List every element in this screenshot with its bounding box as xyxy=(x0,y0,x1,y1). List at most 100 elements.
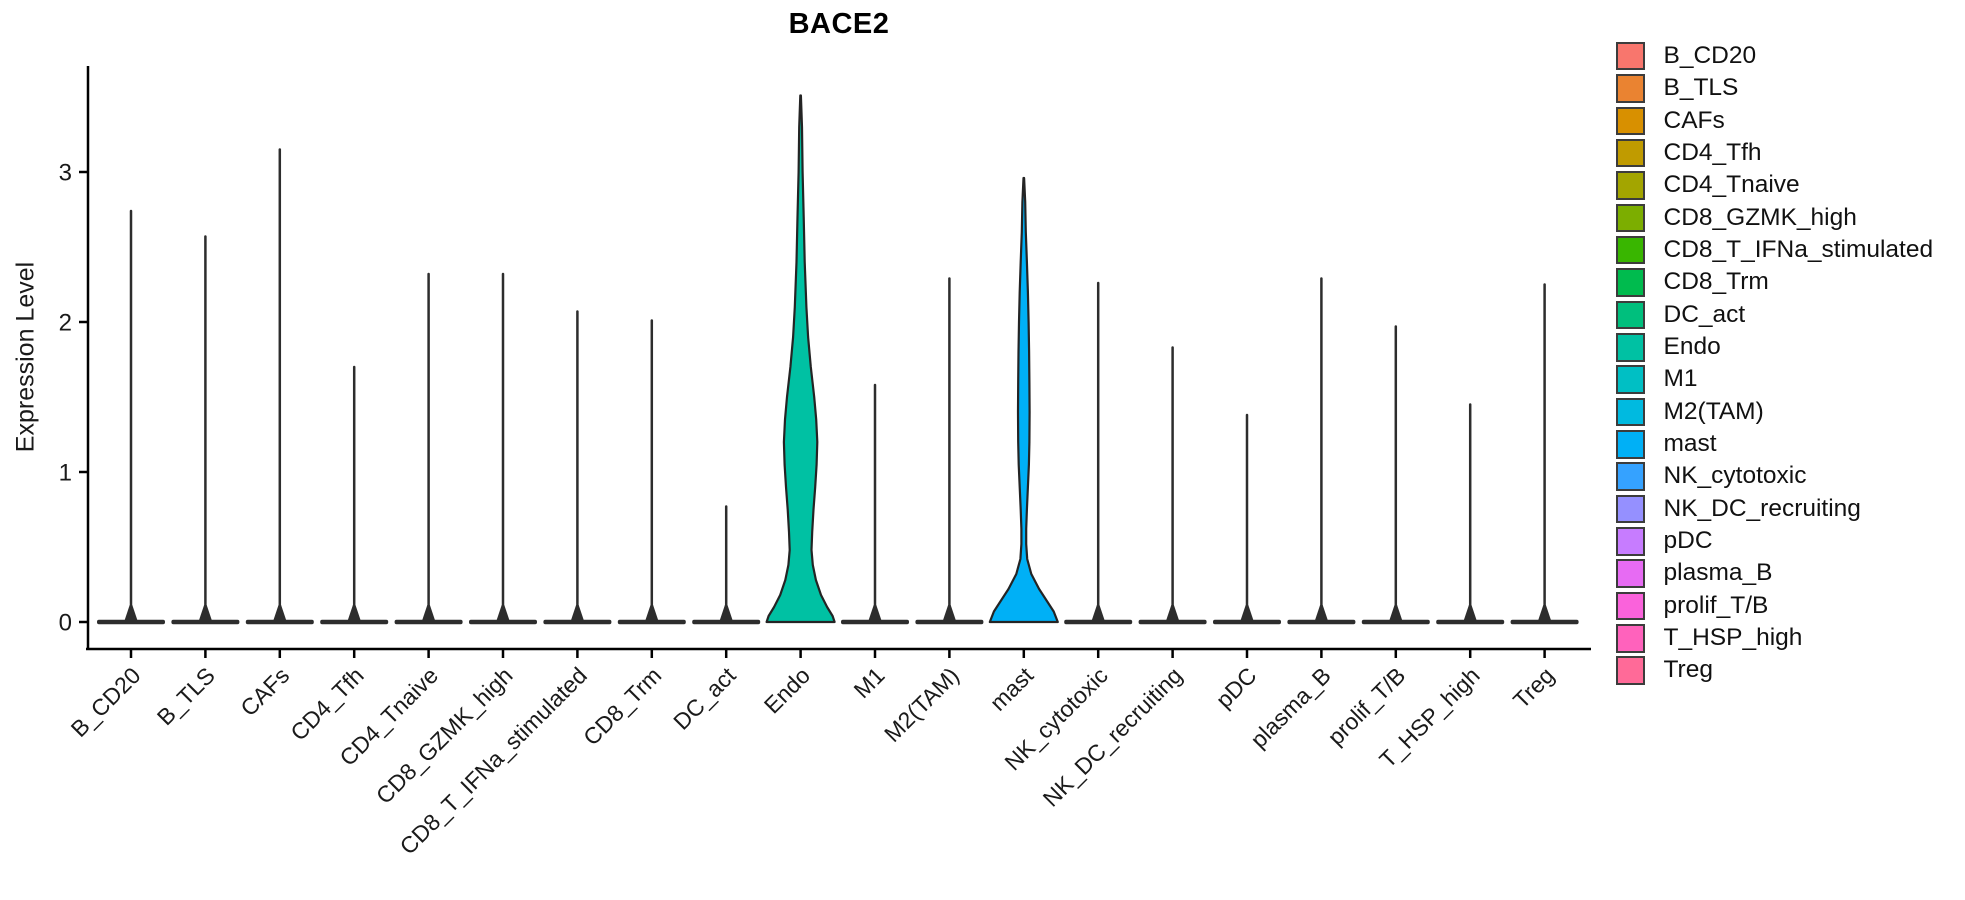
legend-label: mast xyxy=(1663,430,1717,458)
legend-item: CD8_GZMK_high xyxy=(1616,202,1933,234)
legend-swatch xyxy=(1616,203,1645,233)
legend-label: M1 xyxy=(1663,365,1698,393)
legend-label: CD4_Tfh xyxy=(1663,138,1762,166)
legend-swatch xyxy=(1616,494,1645,524)
legend-label: NK_DC_recruiting xyxy=(1663,494,1861,522)
violin-flare-T_HSP_high xyxy=(1463,605,1478,622)
legend-swatch xyxy=(1616,624,1645,653)
x-tick-label: Endo xyxy=(759,662,815,718)
legend-label: prolif_T/B xyxy=(1663,591,1769,619)
x-tick-label: B_CD20 xyxy=(66,662,146,742)
violin-flare-CD8_T_IFNa_stimulated xyxy=(570,605,585,622)
legend-item: DC_act xyxy=(1616,299,1933,331)
legend-swatch xyxy=(1616,333,1645,362)
legend-swatch xyxy=(1616,430,1645,459)
x-tick-label: CD8_Trm xyxy=(578,662,666,750)
violin-flare-B_TLS xyxy=(198,605,213,622)
violin-flare-pDC xyxy=(1240,605,1254,622)
legend-swatch xyxy=(1616,268,1645,297)
y-tick-label: 2 xyxy=(59,310,72,337)
legend-item: NK_cytotoxic xyxy=(1616,460,1933,492)
legend-item: NK_DC_recruiting xyxy=(1616,493,1933,525)
legend-label: CD8_T_IFNa_stimulated xyxy=(1663,235,1934,263)
violin-flare-M2(TAM) xyxy=(942,605,957,622)
legend-item: pDC xyxy=(1616,525,1933,557)
legend-swatch xyxy=(1616,171,1645,200)
violin-flare-CD8_Trm xyxy=(644,605,659,622)
legend-label: CAFs xyxy=(1663,106,1725,134)
legend-item: T_HSP_high xyxy=(1616,622,1933,654)
x-tick-label: Treg xyxy=(1508,662,1559,713)
x-tick-label: CAFs xyxy=(235,662,294,721)
legend-item: B_CD20 xyxy=(1616,40,1933,72)
violin-Endo xyxy=(765,94,836,624)
legend-label: T_HSP_high xyxy=(1663,624,1803,652)
legend-swatch xyxy=(1616,462,1645,491)
legend-swatch xyxy=(1616,591,1645,621)
x-tick-label: pDC xyxy=(1211,662,1262,713)
legend-item: CD4_Tnaive xyxy=(1616,169,1933,201)
y-tick-label: 1 xyxy=(59,460,72,487)
x-tick-label: M1 xyxy=(849,662,890,703)
legend-label: CD8_Trm xyxy=(1663,268,1769,296)
legend-label: CD4_Tnaive xyxy=(1663,171,1800,199)
violin-flare-prolif_T/B xyxy=(1388,605,1403,622)
legend-label: CD8_GZMK_high xyxy=(1663,203,1857,231)
legend-swatch xyxy=(1616,365,1645,394)
legend: B_CD20 B_TLS CAFs CD4_Tfh CD4_Tnaive CD8_GZMK… xyxy=(1616,40,1933,687)
legend-label: M2(TAM) xyxy=(1663,397,1764,425)
violin-flare-NK_DC_recruiting xyxy=(1165,605,1180,622)
legend-item: plasma_B xyxy=(1616,558,1933,590)
violin-mast xyxy=(988,176,1059,624)
legend-swatch xyxy=(1616,138,1645,168)
legend-item: CD8_Trm xyxy=(1616,266,1933,298)
legend-label: NK_cytotoxic xyxy=(1663,462,1807,490)
x-tick-label: M2(TAM) xyxy=(879,662,964,747)
legend-label: Endo xyxy=(1663,333,1721,361)
violin-flare-B_CD20 xyxy=(124,605,138,622)
violin-flare-DC_act xyxy=(719,605,734,622)
violin-flare-M1 xyxy=(868,605,882,622)
legend-swatch xyxy=(1616,235,1645,265)
legend-item: Endo xyxy=(1616,331,1933,363)
x-tick-label: B_TLS xyxy=(152,662,220,730)
legend-swatch xyxy=(1616,300,1645,330)
legend-label: pDC xyxy=(1663,527,1713,555)
legend-label: DC_act xyxy=(1663,300,1746,328)
violin-flare-CD8_GZMK_high xyxy=(496,605,510,622)
violin-flare-NK_cytotoxic xyxy=(1091,605,1106,622)
x-tick-label: plasma_B xyxy=(1245,662,1336,753)
legend-swatch xyxy=(1616,106,1645,136)
x-tick-label: DC_act xyxy=(668,662,741,735)
legend-swatch xyxy=(1616,559,1645,588)
legend-item: CAFs xyxy=(1616,105,1933,137)
violin-flare-CD4_Tnaive xyxy=(421,605,436,622)
legend-swatch xyxy=(1616,656,1645,685)
legend-item: B_TLS xyxy=(1616,72,1933,104)
x-tick-label: CD8_GZMK_high xyxy=(371,662,518,809)
legend-swatch xyxy=(1616,74,1645,103)
legend-swatch xyxy=(1616,527,1645,556)
violin-flare-CD4_Tfh xyxy=(347,605,362,622)
legend-label: Treg xyxy=(1663,656,1713,684)
legend-label: B_TLS xyxy=(1663,74,1739,102)
x-tick-label: mast xyxy=(985,662,1039,716)
legend-swatch xyxy=(1616,397,1645,427)
violin-flare-CAFs xyxy=(272,605,287,622)
legend-item: CD8_T_IFNa_stimulated xyxy=(1616,234,1933,266)
legend-label: B_CD20 xyxy=(1663,41,1757,69)
legend-item: Treg xyxy=(1616,655,1933,687)
legend-item: prolif_T/B xyxy=(1616,590,1933,622)
violin-flare-plasma_B xyxy=(1314,605,1329,622)
legend-swatch xyxy=(1616,41,1645,71)
x-tick-label: NK_DC_recruiting xyxy=(1038,662,1187,811)
legend-item: CD4_Tfh xyxy=(1616,137,1933,169)
violin-flare-Treg xyxy=(1537,605,1552,622)
y-tick-label: 3 xyxy=(59,160,72,187)
legend-label: plasma_B xyxy=(1663,559,1773,587)
legend-item: mast xyxy=(1616,428,1933,460)
y-tick-label: 0 xyxy=(59,610,72,637)
legend-item: M2(TAM) xyxy=(1616,396,1933,428)
legend-item: M1 xyxy=(1616,363,1933,395)
